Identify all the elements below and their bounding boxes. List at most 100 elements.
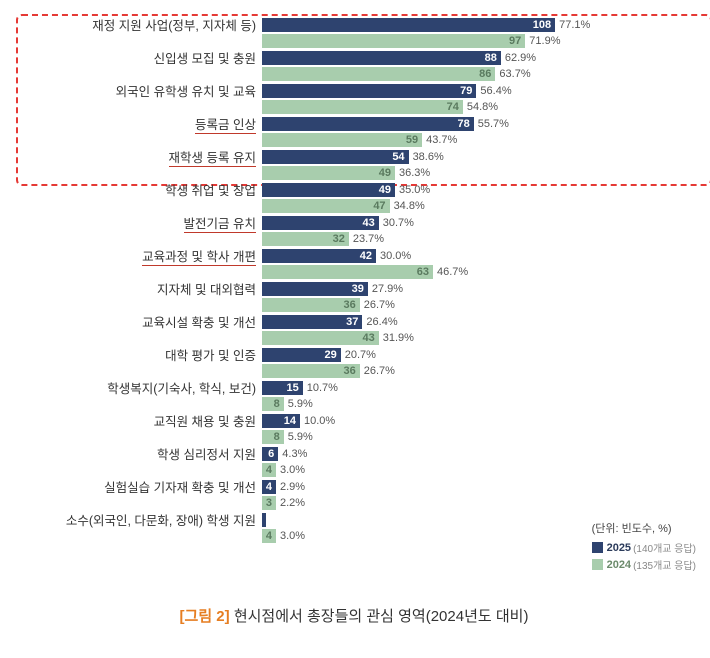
bar-2025: 39 bbox=[262, 282, 368, 296]
legend-year: 2024 bbox=[607, 559, 631, 571]
bar-group: 79 56.4% 74 54.8% bbox=[262, 84, 700, 114]
bar-group: 10877.1%9771.9% bbox=[262, 18, 700, 48]
bar-2025: 15 bbox=[262, 381, 303, 395]
bar-2024: 4 bbox=[262, 463, 276, 477]
bar-pct-2025: 30.7% bbox=[383, 217, 414, 229]
bar-pct-2025: 2.9% bbox=[280, 481, 305, 493]
bar-2025: 37 bbox=[262, 315, 362, 329]
bar-pct-2024: 71.9% bbox=[529, 35, 560, 47]
bar-pct-2025: 62.9% bbox=[505, 52, 536, 64]
bar-group: 43 30.7% 32 23.7% bbox=[262, 216, 700, 246]
bar-pct-2024: 26.7% bbox=[364, 299, 395, 311]
bar-group: 4230.0%6346.7% bbox=[262, 249, 700, 279]
bar-value-2025: 6 bbox=[268, 448, 274, 460]
bar-group: 4935.0%4734.8% bbox=[262, 183, 700, 213]
bar-pct-2025: 56.4% bbox=[480, 85, 511, 97]
bar-value-2024: 3 bbox=[266, 497, 272, 509]
bar-value-2025: 88 bbox=[485, 52, 497, 64]
bar-pct-2024: 26.7% bbox=[364, 365, 395, 377]
chart-row: 교육시설 확충 및 개선3726.4%4331.9% bbox=[10, 315, 700, 348]
chart-row: 학생 취업 및 창업4935.0%4734.8% bbox=[10, 183, 700, 216]
bar-2025: 42 bbox=[262, 249, 376, 263]
bar-2025: 78 bbox=[262, 117, 474, 131]
chart-row: 재정 지원 사업(정부, 지자체 등)10877.1%9771.9% bbox=[10, 18, 700, 51]
bar-pct-2025: 20.7% bbox=[345, 349, 376, 361]
bar-pct-2024: 3.0% bbox=[280, 464, 305, 476]
chart-row: 재학생 등록 유지5438.6%4936.3% bbox=[10, 150, 700, 183]
bar-2024: 86 bbox=[262, 67, 495, 81]
bar-value-2025: 37 bbox=[346, 316, 358, 328]
bar-value-2025: 15 bbox=[286, 382, 298, 394]
category-label: 학생복지(기숙사, 학식, 보건) bbox=[10, 381, 262, 397]
bar-pct-2025: 26.4% bbox=[366, 316, 397, 328]
bar-2024: 59 bbox=[262, 133, 422, 147]
category-label: 재학생 등록 유지 bbox=[10, 150, 262, 166]
category-label: 소수(외국인, 다문화, 장애) 학생 지원 bbox=[10, 513, 262, 529]
chart-row: 발전기금 유치4330.7%3223.7% bbox=[10, 216, 700, 249]
bar-value-2024: 36 bbox=[343, 365, 355, 377]
legend-note: (140개교 응답) bbox=[633, 540, 696, 555]
bar-2024: 47 bbox=[262, 199, 390, 213]
legend: (단위: 빈도수, %) 2025(140개교 응답)2024(135개교 응답… bbox=[592, 520, 696, 572]
bar-2025: 14 bbox=[262, 414, 300, 428]
chart-row: 지자체 및 대외협력3927.9%3626.7% bbox=[10, 282, 700, 315]
bar-2024: 49 bbox=[262, 166, 395, 180]
category-label: 교육과정 및 학사 개편 bbox=[10, 249, 262, 265]
bar-value-2025: 39 bbox=[352, 283, 364, 295]
bar-pct-2024: 2.2% bbox=[280, 497, 305, 509]
category-label: 학생 심리정서 지원 bbox=[10, 447, 262, 463]
bar-pct-2024: 63.7% bbox=[499, 68, 530, 80]
bar-group: 6 4.3% 4 3.0% bbox=[262, 447, 700, 477]
bar-value-2025: 4 bbox=[266, 481, 272, 493]
bar-2025: 108 bbox=[262, 18, 555, 32]
bar-pct-2025: 55.7% bbox=[478, 118, 509, 130]
bar-2024: 63 bbox=[262, 265, 433, 279]
figure-caption: [그림 2] 현시점에서 총장들의 관심 영역(2024년도 대비) bbox=[10, 605, 698, 626]
bar-pct-2024: 5.9% bbox=[288, 398, 313, 410]
bar-2024: 97 bbox=[262, 34, 525, 48]
bar-value-2024: 4 bbox=[266, 464, 272, 476]
bar-group: 3726.4%4331.9% bbox=[262, 315, 700, 345]
category-label: 신입생 모집 및 충원 bbox=[10, 51, 262, 67]
bar-value-2024: 8 bbox=[274, 431, 280, 443]
legend-swatch bbox=[592, 559, 603, 570]
bar-pct-2024: 5.9% bbox=[288, 431, 313, 443]
bar-2024: 32 bbox=[262, 232, 349, 246]
figure-label: [그림 2] bbox=[180, 608, 230, 625]
figure-text: 현시점에서 총장들의 관심 영역(2024년도 대비) bbox=[234, 608, 529, 625]
bar-2025: 79 bbox=[262, 84, 476, 98]
bar-2024: 74 bbox=[262, 100, 463, 114]
bar-pct-2024: 54.8% bbox=[467, 101, 498, 113]
legend-year: 2025 bbox=[607, 542, 631, 554]
bar-value-2024: 47 bbox=[373, 200, 385, 212]
bar-value-2025: 49 bbox=[379, 184, 391, 196]
bar-group: 88 62.9% 86 63.7% bbox=[262, 51, 700, 81]
bar-pct-2025: 27.9% bbox=[372, 283, 403, 295]
bar-pct-2024: 43.7% bbox=[426, 134, 457, 146]
bar-value-2024: 4 bbox=[266, 530, 272, 542]
bar-value-2025: 43 bbox=[362, 217, 374, 229]
category-label: 교육시설 확충 및 개선 bbox=[10, 315, 262, 331]
bar-group: 3927.9%3626.7% bbox=[262, 282, 700, 312]
bar-pct-2024: 46.7% bbox=[437, 266, 468, 278]
bar-pct-2024: 23.7% bbox=[353, 233, 384, 245]
legend-note: (135개교 응답) bbox=[633, 557, 696, 572]
legend-swatch bbox=[592, 542, 603, 553]
bar-value-2025: 0 bbox=[256, 514, 262, 526]
chart-row: 학생복지(기숙사, 학식, 보건)1510.7%85.9% bbox=[10, 381, 700, 414]
category-label: 등록금 인상 bbox=[10, 117, 262, 133]
bar-group: 78 55.7% 59 43.7% bbox=[262, 117, 700, 147]
chart-row: 등록금 인상78 55.7% 59 43.7% bbox=[10, 117, 700, 150]
bar-pct-2025: 4.3% bbox=[282, 448, 307, 460]
category-label: 외국인 유학생 유치 및 교육 bbox=[10, 84, 262, 100]
legend-item: 2025(140개교 응답) bbox=[592, 540, 696, 555]
chart-row: 학생 심리정서 지원 6 4.3% 4 3.0% bbox=[10, 447, 700, 480]
category-label: 대학 평가 및 인증 bbox=[10, 348, 262, 364]
bar-2025: 43 bbox=[262, 216, 379, 230]
bar-2025: 4 bbox=[262, 480, 276, 494]
chart-row: 실험실습 기자재 확충 및 개선42.9%32.2% bbox=[10, 480, 700, 513]
chart-row: 대학 평가 및 인증2920.7%3626.7% bbox=[10, 348, 700, 381]
bar-value-2025: 42 bbox=[360, 250, 372, 262]
bar-2024: 43 bbox=[262, 331, 379, 345]
bar-group: 5438.6%4936.3% bbox=[262, 150, 700, 180]
